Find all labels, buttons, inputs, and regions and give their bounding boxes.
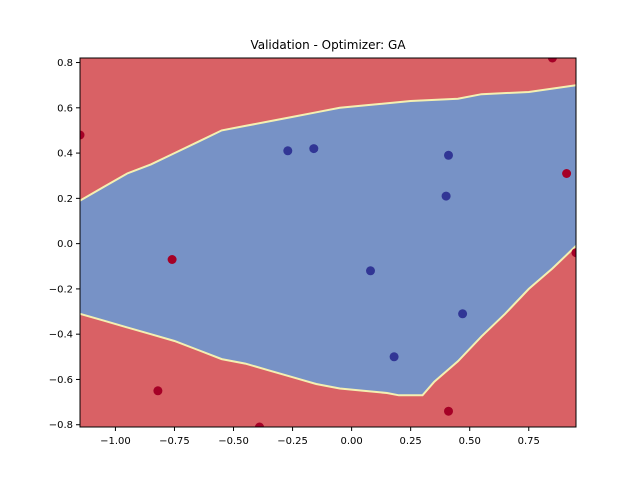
plot-frame xyxy=(79,57,577,428)
decision-boundary-lower xyxy=(80,245,576,397)
data-point-class-0 xyxy=(167,255,177,264)
y-axis: −0.8 −0.6 −0.4 −0.2 0.0 0.2 0.4 0.6 0.8 xyxy=(49,58,80,431)
x-tick-label: 0.75 xyxy=(518,436,540,447)
data-point-class-0 xyxy=(153,386,163,396)
y-tick-label: 0.0 xyxy=(57,239,73,250)
data-point-class-1 xyxy=(366,266,375,276)
data-point-class-0 xyxy=(562,169,572,178)
data-point-class-1 xyxy=(389,352,399,362)
data-point-class-0 xyxy=(444,406,453,416)
x-tick-label: −0.75 xyxy=(159,436,190,447)
x-tick-label: −0.50 xyxy=(218,436,249,447)
data-point-class-1 xyxy=(309,144,319,154)
y-tick-label: −0.8 xyxy=(49,420,73,431)
chart-title: Validation - Optimizer: GA xyxy=(250,38,406,52)
plot-area xyxy=(80,58,576,427)
y-tick-label: 0.4 xyxy=(57,149,73,160)
x-tick-label: 0.00 xyxy=(340,436,362,447)
data-point-class-0 xyxy=(255,422,264,427)
x-tick-label: 0.50 xyxy=(459,436,481,447)
y-tick-label: 0.8 xyxy=(57,58,73,69)
data-point-class-0 xyxy=(547,58,557,63)
x-tick-label: 0.25 xyxy=(400,436,422,447)
class-1-region xyxy=(80,85,576,396)
y-tick-label: 0.2 xyxy=(57,194,73,205)
data-point-class-1 xyxy=(444,150,453,160)
x-tick-label: −1.00 xyxy=(100,436,131,447)
data-points xyxy=(80,58,576,427)
x-tick-label: −0.25 xyxy=(277,436,308,447)
data-point-class-1 xyxy=(458,309,468,319)
data-point-class-0 xyxy=(80,130,85,140)
y-tick-label: −0.2 xyxy=(49,284,73,295)
data-point-class-1 xyxy=(441,191,451,201)
y-tick-label: −0.4 xyxy=(49,330,73,341)
x-axis: −1.00 −0.75 −0.50 −0.25 0.00 0.25 0.50 0.75 xyxy=(100,427,540,447)
y-tick-label: −0.6 xyxy=(49,375,73,386)
data-point-class-1 xyxy=(283,146,293,156)
y-tick-label: 0.6 xyxy=(57,103,73,114)
data-point-class-0 xyxy=(571,248,576,258)
decision-boundary-upper xyxy=(80,84,576,202)
